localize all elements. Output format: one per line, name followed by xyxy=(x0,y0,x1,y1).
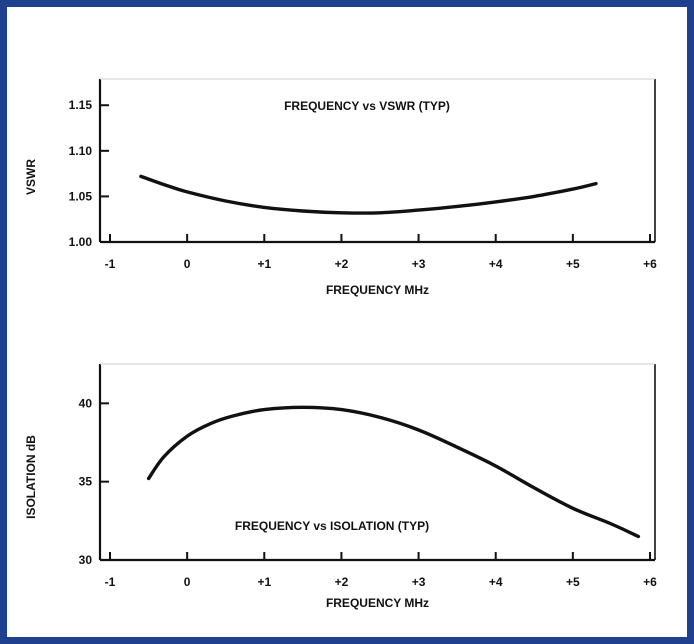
chart2-x-axis-title: FREQUENCY MHz xyxy=(326,596,429,610)
chart1-y-tick-label: 1.10 xyxy=(69,144,93,158)
chart2-x-tick-label: +1 xyxy=(257,575,271,589)
chart1-x-tick-label: +2 xyxy=(335,257,349,271)
chart1-title: FREQUENCY vs VSWR (TYP) xyxy=(284,99,450,113)
chart1-y-axis-title: VSWR xyxy=(24,159,38,195)
chart2-x-tick-label: +2 xyxy=(335,575,349,589)
chart2-title: FREQUENCY vs ISOLATION (TYP) xyxy=(235,519,429,533)
charts-canvas: -1 0 +1 +2 +3 +4 +5 +6 1.00 1.05 1.10 1.15 FREQUENCY… xyxy=(24,78,657,610)
chart1-y-tick-label: 1.05 xyxy=(69,189,93,203)
chart1-y-tick-label: 1.00 xyxy=(69,235,93,249)
chart1-x-tick-label: +1 xyxy=(257,257,271,271)
chart1-x-tick-label: +5 xyxy=(566,257,580,271)
chart2-y-tick-label: 40 xyxy=(79,396,93,410)
chart2-y-axis-title: ISOLATION dB xyxy=(24,435,38,519)
chart2-x-tick-label: +4 xyxy=(489,575,503,589)
chart2-x-tick-label: -1 xyxy=(105,575,116,589)
chart1-x-tick-label: +3 xyxy=(412,257,426,271)
chart1-x-tick-label: +6 xyxy=(643,257,657,271)
chart2-x-tick-label: 0 xyxy=(184,575,191,589)
chart2-x-tick-label: +6 xyxy=(643,575,657,589)
chart1-x-axis-title: FREQUENCY MHz xyxy=(326,283,429,297)
chart1-y-tick-label: 1.15 xyxy=(69,98,93,112)
chart1-x-tick-label: -1 xyxy=(105,257,116,271)
chart2-series-line-1 xyxy=(146,405,641,539)
chart2-x-tick-label: +5 xyxy=(566,575,580,589)
chart1-x-tick-label: +4 xyxy=(489,257,503,271)
chart2-y-tick-label: 30 xyxy=(79,553,93,567)
chart1-x-tick-label: 0 xyxy=(184,257,191,271)
chart2-x-tick-label: +3 xyxy=(412,575,426,589)
chart1-series-line-1 xyxy=(139,174,598,215)
chart2-y-tick-label: 35 xyxy=(79,475,93,489)
